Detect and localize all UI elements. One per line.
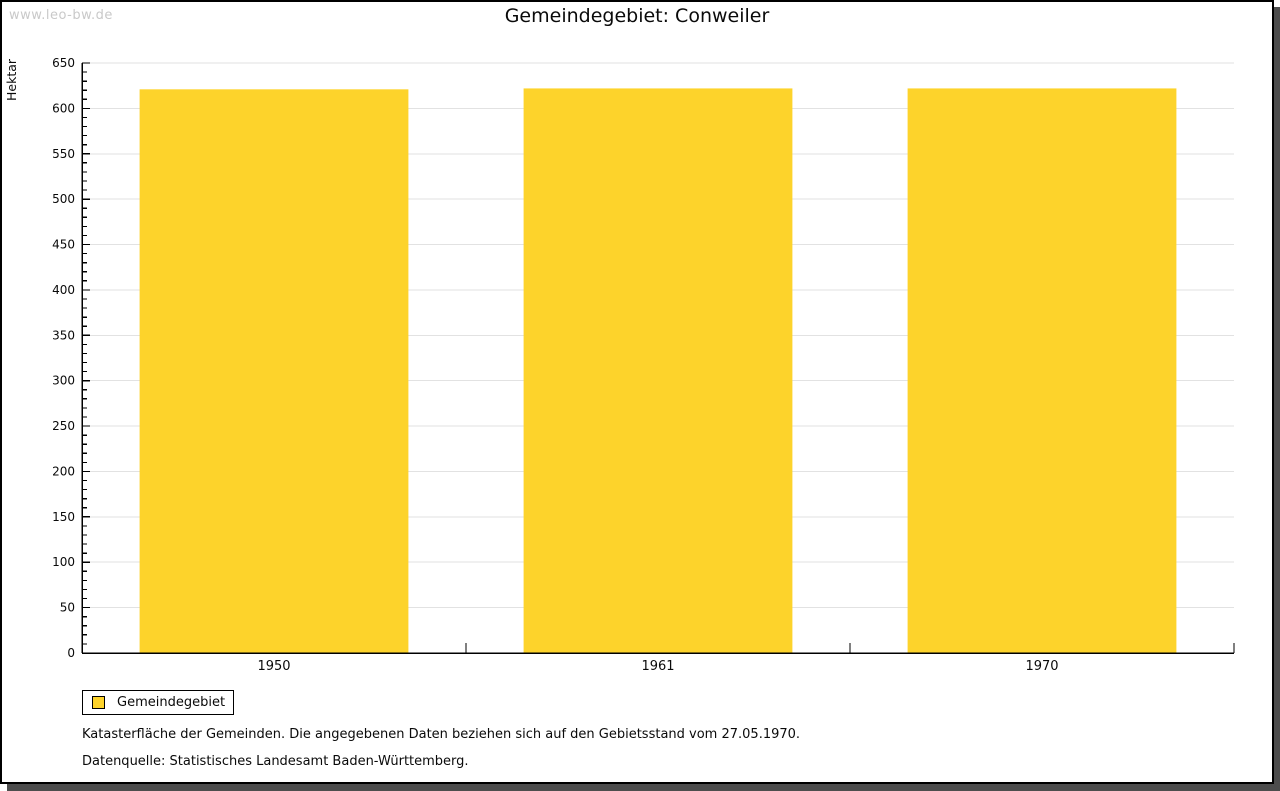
y-tick-label: 500 — [52, 192, 75, 206]
y-tick-label: 350 — [52, 328, 75, 342]
legend: Gemeindegebiet — [82, 690, 234, 715]
chart-title: Gemeindegebiet: Conweiler — [504, 5, 770, 27]
y-tick-label: 250 — [52, 419, 75, 433]
y-tick-label: 550 — [52, 147, 75, 161]
legend-label: Gemeindegebiet — [117, 695, 226, 710]
watermark: www.leo-bw.de — [9, 8, 113, 23]
bar-1970 — [907, 88, 1177, 653]
y-tick-label: 450 — [52, 238, 75, 252]
y-tick-label: 600 — [52, 101, 75, 115]
y-tick-label: 100 — [52, 555, 75, 569]
bar-chart: 0 50 100 150 200 250 300 350 400 450 500 550 600 650 1… — [4, 56, 1235, 674]
y-tick-label: 0 — [67, 646, 75, 660]
x-tick-label: 1961 — [641, 659, 674, 674]
x-tick-label: 1970 — [1025, 659, 1058, 674]
y-tick-label: 150 — [52, 510, 75, 524]
legend-swatch-icon — [92, 696, 105, 709]
footnote-source: Datenquelle: Statistisches Landesamt Bad… — [82, 754, 469, 769]
bar-1950 — [139, 89, 409, 654]
y-tick-label: 400 — [52, 283, 75, 297]
y-axis-title: Hektar — [4, 58, 19, 101]
y-tick-label: 650 — [52, 56, 75, 70]
bar-1961 — [523, 88, 793, 653]
y-tick-label: 50 — [60, 601, 75, 615]
y-tick-label: 200 — [52, 464, 75, 478]
x-tick-label: 1950 — [257, 659, 290, 674]
y-tick-label: 300 — [52, 374, 75, 388]
footnote-description: Katasterfläche der Gemeinden. Die angege… — [82, 727, 801, 742]
